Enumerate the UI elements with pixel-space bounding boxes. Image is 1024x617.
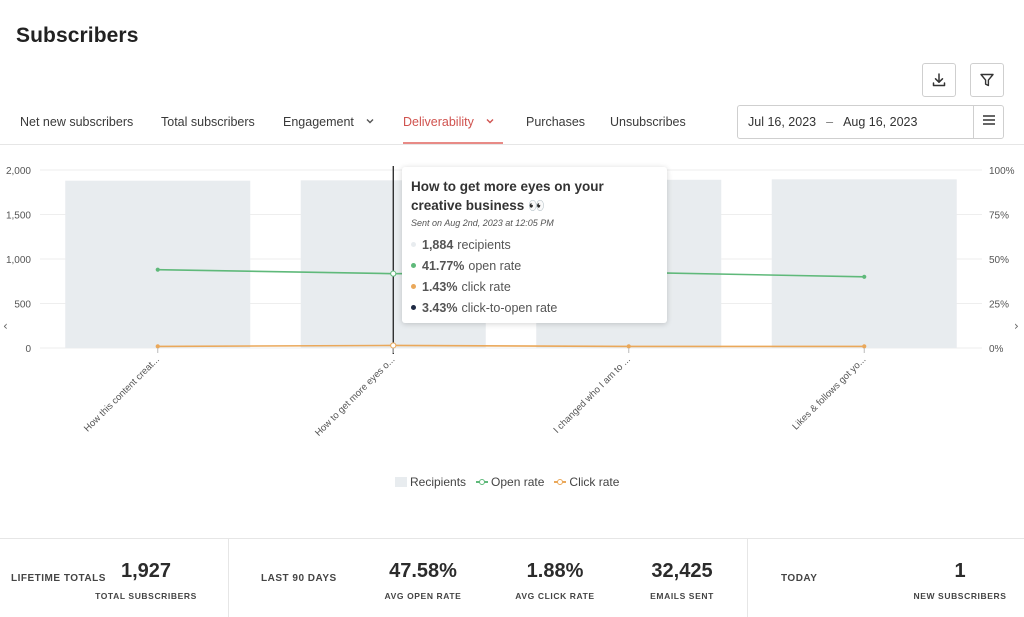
- stats-divider: [747, 539, 748, 617]
- right-axis-tick-label: 100%: [989, 166, 1015, 177]
- open-rate-point: [155, 267, 160, 272]
- avg-click-rate-caption: AVG CLICK RATE: [515, 591, 595, 601]
- legend-item-click-rate[interactable]: Click rate: [554, 475, 619, 489]
- download-icon: [931, 72, 947, 88]
- active-tab-indicator: [403, 142, 503, 144]
- chart-legend: Recipients Open rate Click rate: [395, 474, 629, 490]
- right-axis-tick-label: 75%: [989, 211, 1009, 222]
- tab-purchases[interactable]: Purchases: [526, 115, 586, 129]
- emails-sent-value: 32,425: [651, 560, 713, 582]
- chart-prev-arrow: ‹: [3, 319, 8, 333]
- date-menu-button[interactable]: [973, 106, 1003, 138]
- right-axis-tick-label: 50%: [989, 255, 1009, 266]
- left-axis-tick-label: 0: [25, 344, 31, 355]
- left-axis-tick-label: 1,000: [6, 255, 31, 266]
- bar-recipients: [771, 179, 957, 348]
- tab-net-new-subscribers[interactable]: Net new subscribers: [20, 115, 134, 129]
- date-start: Jul 16, 2023: [748, 115, 817, 129]
- page-title: Subscribers: [16, 24, 139, 47]
- left-axis-tick-label: 2,000: [6, 166, 31, 177]
- tab-engagement[interactable]: Engagement: [283, 111, 376, 133]
- chevron-down-icon: [364, 115, 376, 130]
- click-rate-point: [626, 344, 631, 349]
- report-tabs: Net new subscribers Total subscribers En…: [0, 100, 720, 144]
- open-rate-point: [390, 270, 397, 277]
- right-axis-tick-label: 25%: [989, 300, 1009, 311]
- legend-swatch: [395, 477, 407, 487]
- chart-next-arrow: ›: [1014, 319, 1019, 333]
- x-axis-category-label: Likes & follows got yo...: [790, 354, 868, 432]
- click-rate-line: [157, 344, 865, 348]
- emails-sent-caption: EMAILS SENT: [650, 591, 714, 601]
- x-axis-category-label: How to get more eyes o...: [313, 354, 397, 438]
- stats-footer: LIFETIME TOTALS 1,927 TOTAL SUBSCRIBERS …: [0, 538, 1024, 617]
- tab-total-subscribers[interactable]: Total subscribers: [161, 115, 255, 129]
- tooltip-row-recipients: 1,884 recipients: [411, 234, 657, 255]
- bar-recipients: [65, 180, 251, 348]
- date-range-picker[interactable]: Jul 16, 2023 – Aug 16, 2023: [737, 105, 1004, 139]
- today-label: TODAY: [781, 573, 818, 584]
- tooltip-title: How to get more eyes on your creative bu…: [411, 179, 604, 213]
- lifetime-totals-label: LIFETIME TOTALS: [11, 573, 106, 584]
- new-subscribers-caption: NEW SUBSCRIBERS: [913, 591, 1007, 601]
- tooltip-row-click-to-open-rate: 3.43% click-to-open rate: [411, 297, 657, 318]
- left-axis-tick-label: 1,500: [6, 211, 31, 222]
- stats-divider: [228, 539, 229, 617]
- right-axis-tick-label: 0%: [989, 344, 1004, 355]
- tab-deliverability[interactable]: Deliverability: [403, 111, 496, 133]
- click-rate-point: [862, 344, 867, 349]
- tooltip-row-open-rate: 41.77% open rate: [411, 255, 657, 276]
- tooltip-subtitle: Sent on Aug 2nd, 2023 at 12:05 PM: [411, 218, 554, 228]
- x-axis-category-label: I changed who I am to ...: [552, 354, 633, 435]
- tooltip-dot: [411, 305, 416, 310]
- tooltip-dot: [411, 263, 416, 268]
- download-button[interactable]: [922, 63, 956, 97]
- new-subscribers-value: 1: [954, 560, 966, 582]
- total-subscribers-caption: TOTAL SUBSCRIBERS: [95, 591, 197, 601]
- click-rate-point: [155, 344, 160, 349]
- click-rate-point: [390, 342, 397, 349]
- date-separator: –: [826, 115, 834, 129]
- filter-button[interactable]: [970, 63, 1004, 97]
- legend-line-marker: [476, 477, 489, 487]
- avg-click-rate-value: 1.88%: [526, 560, 584, 582]
- x-axis-category-label: How this content creat...: [82, 354, 162, 434]
- legend-line-marker: [554, 477, 567, 487]
- tooltip-row-click-rate: 1.43% click rate: [411, 276, 657, 297]
- total-subscribers-value: 1,927: [120, 560, 172, 582]
- chevron-down-icon: [484, 115, 496, 130]
- chart-tooltip: How to get more eyes on your creative bu…: [402, 167, 667, 323]
- filter-icon: [979, 72, 995, 88]
- tooltip-dot: [411, 284, 416, 289]
- last-90-days-label: LAST 90 DAYS: [261, 573, 337, 584]
- legend-item-recipients[interactable]: Recipients: [395, 475, 466, 489]
- tooltip-dot: [411, 242, 416, 247]
- left-axis-tick-label: 500: [14, 300, 31, 311]
- legend-item-open-rate[interactable]: Open rate: [476, 475, 544, 489]
- date-end: Aug 16, 2023: [843, 115, 918, 129]
- tab-unsubscribes[interactable]: Unsubscribes: [610, 115, 686, 129]
- open-rate-point: [862, 274, 867, 279]
- header-divider: [0, 144, 1024, 145]
- avg-open-rate-caption: AVG OPEN RATE: [384, 591, 462, 601]
- avg-open-rate-value: 47.58%: [389, 560, 457, 582]
- hamburger-icon: [982, 113, 996, 131]
